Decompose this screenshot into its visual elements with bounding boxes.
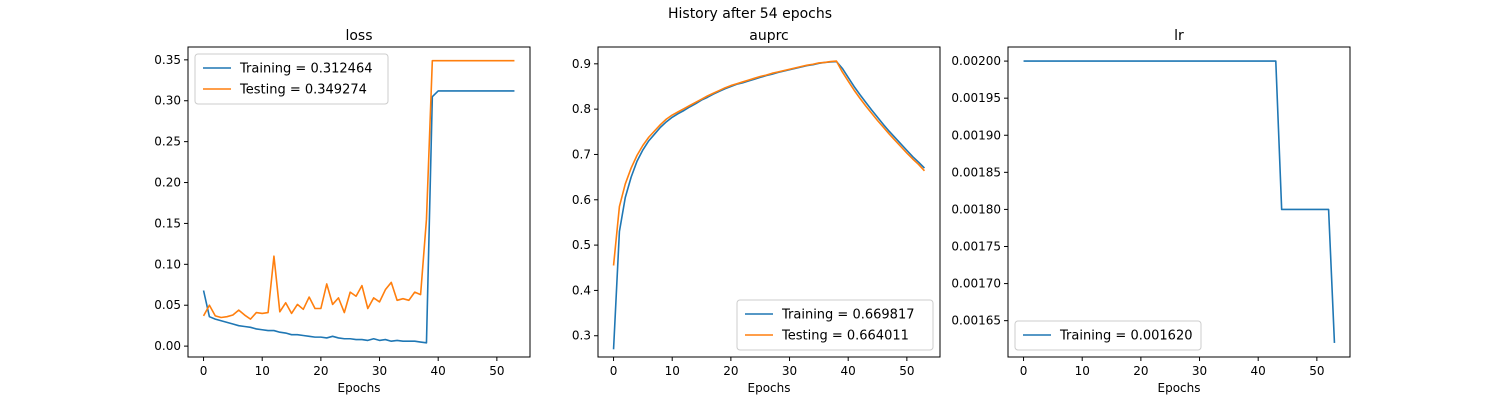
x-tick-label: 30 [782,364,797,378]
y-tick-label: 0.00165 [951,314,1001,328]
subplot-title: auprc [749,28,788,44]
x-axis-label: Epochs [748,381,791,395]
y-tick-label: 0.10 [154,257,181,271]
y-tick-label: 0.35 [154,53,181,67]
series-line-testing [202,59,515,320]
legend: Training = 0.001620 [1014,320,1202,351]
figure-suptitle: History after 54 epochs [667,6,833,22]
x-tick-label: 10 [1075,364,1090,378]
legend: Training = 0.669817 Testing = 0.664011 [736,299,934,351]
y-tick-label: 0.00190 [951,128,1001,142]
x-tick-label: 50 [1309,364,1324,378]
legend-label: Training = 0.669817 [781,308,914,323]
series-line-training [202,90,515,344]
series-group [1023,60,1336,343]
x-axis-label: Epochs [338,381,381,395]
y-tick-label: 0.7 [572,147,591,161]
plot-frame [1007,46,1351,358]
x-tick-label: 30 [372,364,387,378]
x-tick-label: 0 [1020,364,1028,378]
y-tick-label: 0.9 [572,57,591,71]
x-tick-label: 50 [899,364,914,378]
x-tick-label: 40 [431,364,446,378]
subplot-lr: lr 0 10 20 30 40 50 0.00165 0.00170 0.00175 0.0018… [951,28,1351,395]
y-tick-label: 0.00200 [951,54,1001,68]
legend-box [736,299,934,351]
plot-frame [187,46,531,358]
legend-box [194,53,389,105]
y-tick-label: 0.3 [572,329,591,343]
legend-box [1014,320,1202,351]
x-tick-label: 40 [841,364,856,378]
legend-label: Testing = 0.664011 [781,329,909,344]
y-tick-label: 0.4 [572,283,591,297]
y-tick-label: 0.00175 [951,239,1001,253]
y-tick-label: 0.6 [572,193,591,207]
x-tick-label: 20 [1133,364,1148,378]
subplot-loss: loss 0 10 20 30 40 50 0.00 0.05 0.10 0.15 0.20 0.25 0… [154,28,531,395]
y-tick-label: 0.00170 [951,277,1001,291]
y-tick-label: 0.00 [154,339,181,353]
subplot-title: lr [1174,28,1184,44]
series-group [202,59,515,344]
x-tick-label: 20 [313,364,328,378]
series-line-testing [612,60,926,266]
x-tick-label: 40 [1251,364,1266,378]
y-tick-label: 0.30 [154,94,181,108]
x-tick-label: 10 [255,364,270,378]
y-tick-label: 0.5 [572,238,591,252]
plot-frame [597,46,941,358]
y-tick-label: 0.20 [154,176,181,190]
legend: Training = 0.312464 Testing = 0.349274 [194,53,389,105]
subplot-auprc: auprc 0 10 20 30 40 50 0.3 0.4 0.5 0.6 0.7 0.8 0.9 Epo… [572,28,941,395]
legend-label: Testing = 0.349274 [239,83,367,98]
x-tick-label: 50 [489,364,504,378]
x-tick-label: 10 [665,364,680,378]
y-tick-label: 0.00185 [951,165,1001,179]
x-tick-label: 20 [723,364,738,378]
x-tick-label: 30 [1192,364,1207,378]
y-tick-label: 0.8 [572,102,591,116]
legend-label: Training = 0.001620 [1059,329,1192,344]
y-tick-label: 0.00195 [951,91,1001,105]
series-line-training [1023,60,1336,343]
x-axis-label: Epochs [1158,381,1201,395]
y-tick-label: 0.00180 [951,202,1001,216]
x-tick-label: 0 [610,364,618,378]
x-tick-label: 0 [200,364,208,378]
y-tick-label: 0.25 [154,135,181,149]
legend-label: Training = 0.312464 [239,62,372,77]
y-tick-label: 0.15 [154,216,181,230]
y-tick-label: 0.05 [154,298,181,312]
series-group [612,60,926,350]
subplot-title: loss [345,28,372,44]
